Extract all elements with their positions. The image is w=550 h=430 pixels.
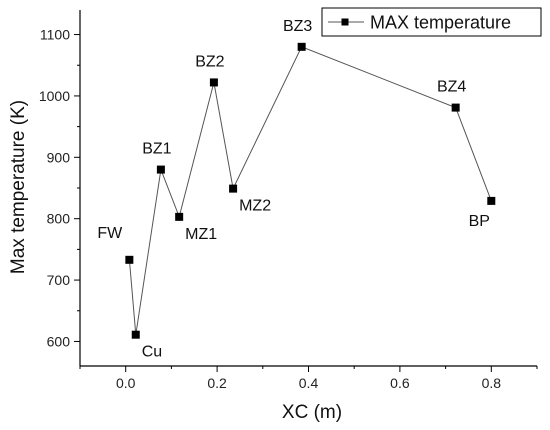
y-axis-title: Max temperature (K) [8, 100, 29, 274]
data-label: MZ2 [239, 198, 271, 215]
x-tick-label: 0.6 [390, 375, 410, 391]
data-point [131, 330, 140, 339]
data-point [451, 103, 460, 112]
data-label: BZ3 [283, 18, 312, 35]
data-point [209, 78, 218, 87]
data-point [229, 184, 238, 193]
x-axis-title: XC (m) [282, 402, 342, 423]
data-label: BZ2 [195, 53, 224, 70]
data-point [487, 196, 496, 205]
data-point [175, 212, 184, 221]
y-tick-label: 1000 [39, 88, 70, 104]
y-tick-label: 800 [47, 211, 71, 227]
x-tick-label: 0.2 [207, 375, 227, 391]
x-tick-label: 0.0 [116, 375, 136, 391]
data-label: BZ4 [437, 79, 466, 96]
data-point [297, 42, 306, 51]
legend: MAX temperature [321, 7, 542, 37]
data-label: Cu [142, 344, 162, 361]
y-tick-label: 600 [47, 333, 71, 349]
data-point [156, 165, 165, 174]
point-labels: FW Cu BZ1 MZ1 BZ2 MZ2 BZ3 BZ4 BP [97, 18, 490, 361]
data-label: MZ1 [185, 226, 217, 243]
x-tick-label: 0.8 [482, 375, 502, 391]
legend-marker [341, 18, 349, 26]
x-tick-label: 0.4 [299, 375, 319, 391]
y-tick-label: 700 [47, 272, 71, 288]
data-label: FW [97, 225, 123, 242]
legend-label: MAX temperature [370, 13, 511, 33]
series-group [125, 42, 496, 339]
axes: 0.0 0.2 0.4 0.6 0.8 600 700 800 900 1000 1100 [39, 10, 538, 391]
y-tick-label: 900 [47, 149, 71, 165]
data-label: BP [469, 213, 490, 230]
data-point [125, 255, 134, 264]
data-label: BZ1 [142, 141, 171, 158]
y-tick-label: 1100 [40, 27, 70, 43]
